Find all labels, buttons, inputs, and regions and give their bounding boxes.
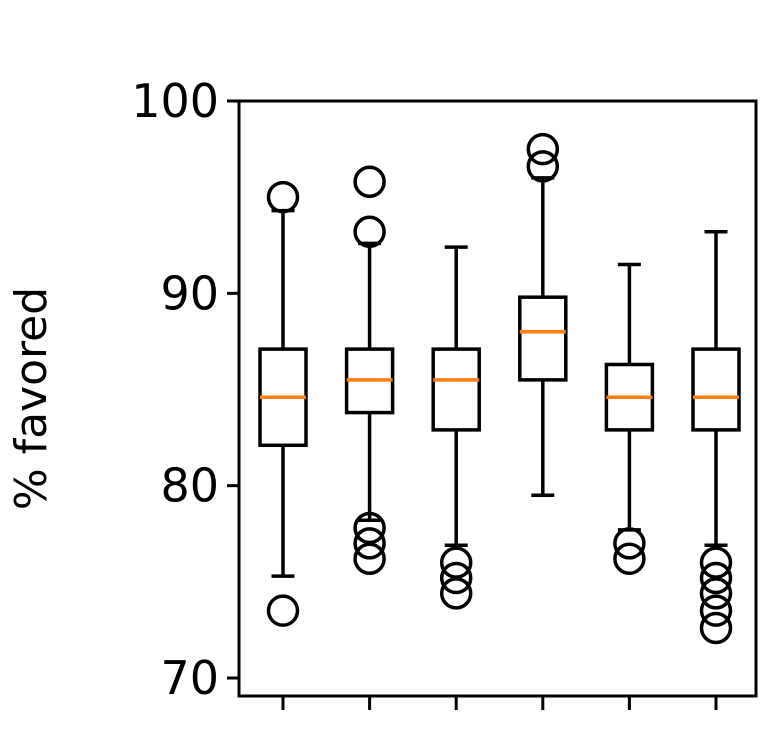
iqr-box [431,347,481,432]
outlier-point [439,577,473,610]
outlier-point [613,542,646,576]
outlier-point [266,594,300,627]
outlier-point [526,132,560,166]
outlier-point [353,511,386,545]
y-axis: 70 80 90 100 [131,74,239,705]
box-4 [518,132,568,498]
outlier-point [526,150,560,183]
outlier-point [613,527,646,560]
outlier-point [699,611,733,645]
iqr-box [691,347,741,432]
outlier-point [353,215,386,249]
y-tick-label: 80 [160,459,219,513]
outlier-point [439,546,473,579]
y-tick-label: 70 [160,651,219,705]
box-1 [258,180,308,627]
x-axis [281,696,718,710]
outlier-point [353,165,386,199]
boxes-group [258,132,741,645]
y-tick-label: 90 [160,266,219,320]
box-2 [344,165,395,576]
outlier-point [699,546,733,579]
box-3 [431,245,481,610]
box-5 [604,262,655,576]
outlier-point [699,561,733,595]
outlier-point [699,594,733,627]
outlier-point [266,180,300,214]
iqr-box [518,295,568,382]
box-6 [691,230,741,645]
outlier-point [439,561,473,595]
plot-frame [237,99,758,698]
y-axis-label: % favored [6,287,57,510]
y-tick-label: 100 [131,74,219,128]
outlier-point [699,577,733,610]
outlier-point [353,542,386,576]
outlier-point [353,527,386,560]
